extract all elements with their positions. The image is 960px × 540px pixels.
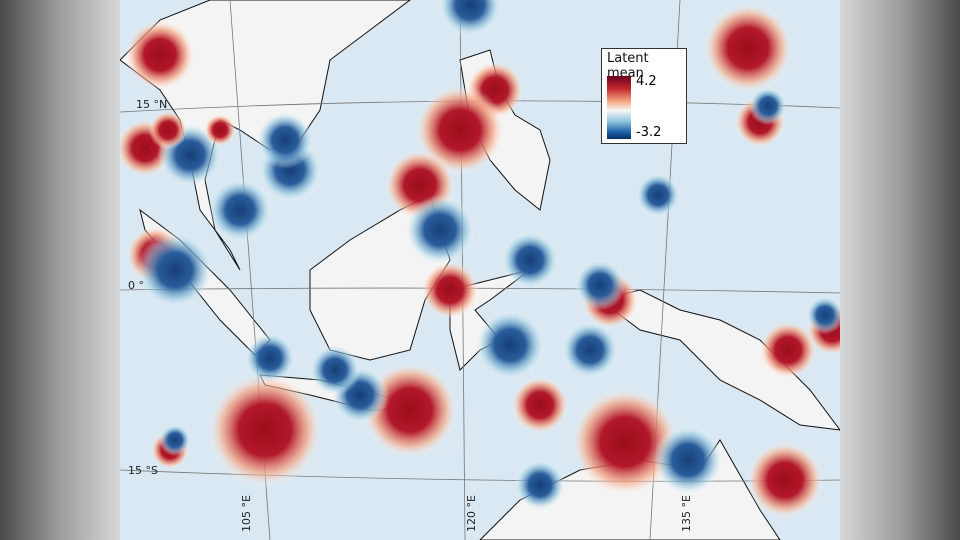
- lon-label-120e: 120 °E: [465, 495, 478, 532]
- new-guinea: [598, 289, 840, 431]
- low-anomaly-blob: [635, 172, 681, 218]
- low-anomaly-blob: [561, 321, 619, 379]
- high-anomaly-blob: [421, 261, 479, 319]
- low-anomaly-blob: [404, 194, 476, 266]
- lon-label-105e: 105 °E: [240, 495, 253, 532]
- high-anomaly-blob: [511, 376, 569, 434]
- low-anomaly-blob: [438, 0, 502, 37]
- latent-field: [120, 0, 840, 519]
- low-anomaly-blob: [136, 231, 214, 309]
- low-anomaly-blob: [474, 309, 546, 381]
- high-anomaly-blob: [124, 19, 196, 91]
- high-anomaly-blob: [207, 372, 323, 488]
- low-anomaly-blob: [501, 231, 559, 289]
- high-anomaly-blob: [759, 321, 817, 379]
- lat-label-0: 0 °: [128, 279, 144, 292]
- legend-max: 4.2: [636, 74, 657, 89]
- low-anomaly-blob: [309, 344, 361, 396]
- low-anomaly-blob: [159, 424, 191, 456]
- low-anomaly-blob: [514, 459, 566, 511]
- map-canvas: [120, 0, 840, 540]
- high-anomaly-blob: [703, 3, 793, 93]
- legend: Latent mean 4.2 -3.2: [601, 48, 687, 144]
- lat-label-15s: 15 °S: [128, 464, 158, 477]
- high-anomaly-blob: [570, 387, 680, 497]
- high-anomaly-blob: [204, 114, 236, 146]
- high-anomaly-blob: [148, 110, 188, 150]
- high-anomaly-blob: [415, 85, 505, 175]
- low-anomaly-blob: [805, 295, 840, 335]
- legend-min: -3.2: [636, 125, 662, 140]
- high-anomaly-blob: [746, 441, 824, 519]
- lon-label-135e: 135 °E: [680, 495, 693, 532]
- low-anomaly-blob: [256, 111, 314, 169]
- map-panel[interactable]: 15 °N 0 ° 15 °S 105 °E 120 °E 135 °E: [120, 0, 840, 540]
- low-anomaly-blob: [748, 86, 788, 126]
- low-anomaly-blob: [652, 424, 724, 496]
- legend-colorbar: [607, 76, 631, 139]
- lat-label-15n: 15 °N: [136, 98, 168, 111]
- low-anomaly-blob: [208, 178, 272, 242]
- low-anomaly-blob: [244, 332, 296, 384]
- low-anomaly-blob: [574, 259, 626, 311]
